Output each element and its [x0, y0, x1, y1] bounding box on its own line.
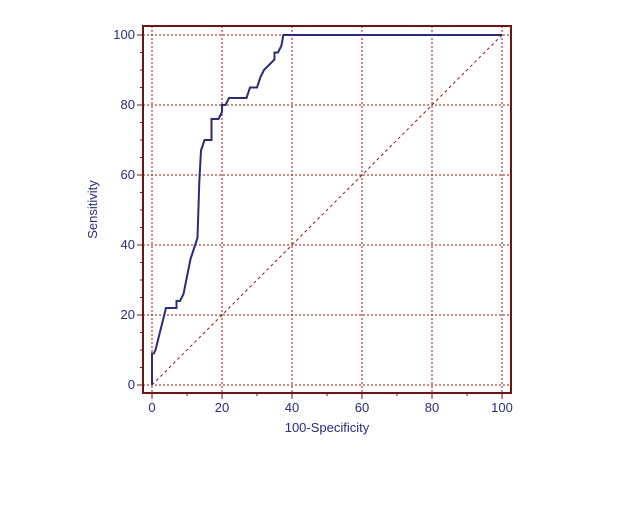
- y-tick-label: 40: [121, 237, 135, 252]
- x-tick-label: 80: [425, 400, 439, 415]
- x-axis-ticks: 0 20 40 60 80 100: [148, 393, 513, 415]
- y-tick-label: 20: [121, 307, 135, 322]
- x-axis-label: 100-Specificity: [285, 420, 370, 435]
- x-tick-label: 100: [491, 400, 513, 415]
- x-tick-label: 40: [285, 400, 299, 415]
- y-tick-label: 60: [121, 167, 135, 182]
- roc-curve: [151, 34, 502, 385]
- y-axis-label: Sensitivity: [85, 180, 100, 239]
- y-tick-label: 100: [113, 27, 135, 42]
- y-tick-label: 0: [128, 377, 135, 392]
- y-axis-ticks: 0 20 40 60 80 100: [113, 27, 143, 392]
- grid: [143, 26, 511, 393]
- x-tick-label: 0: [148, 400, 155, 415]
- y-tick-label: 80: [121, 97, 135, 112]
- x-tick-label: 20: [215, 400, 229, 415]
- x-tick-label: 60: [355, 400, 369, 415]
- reference-diagonal: [151, 34, 503, 386]
